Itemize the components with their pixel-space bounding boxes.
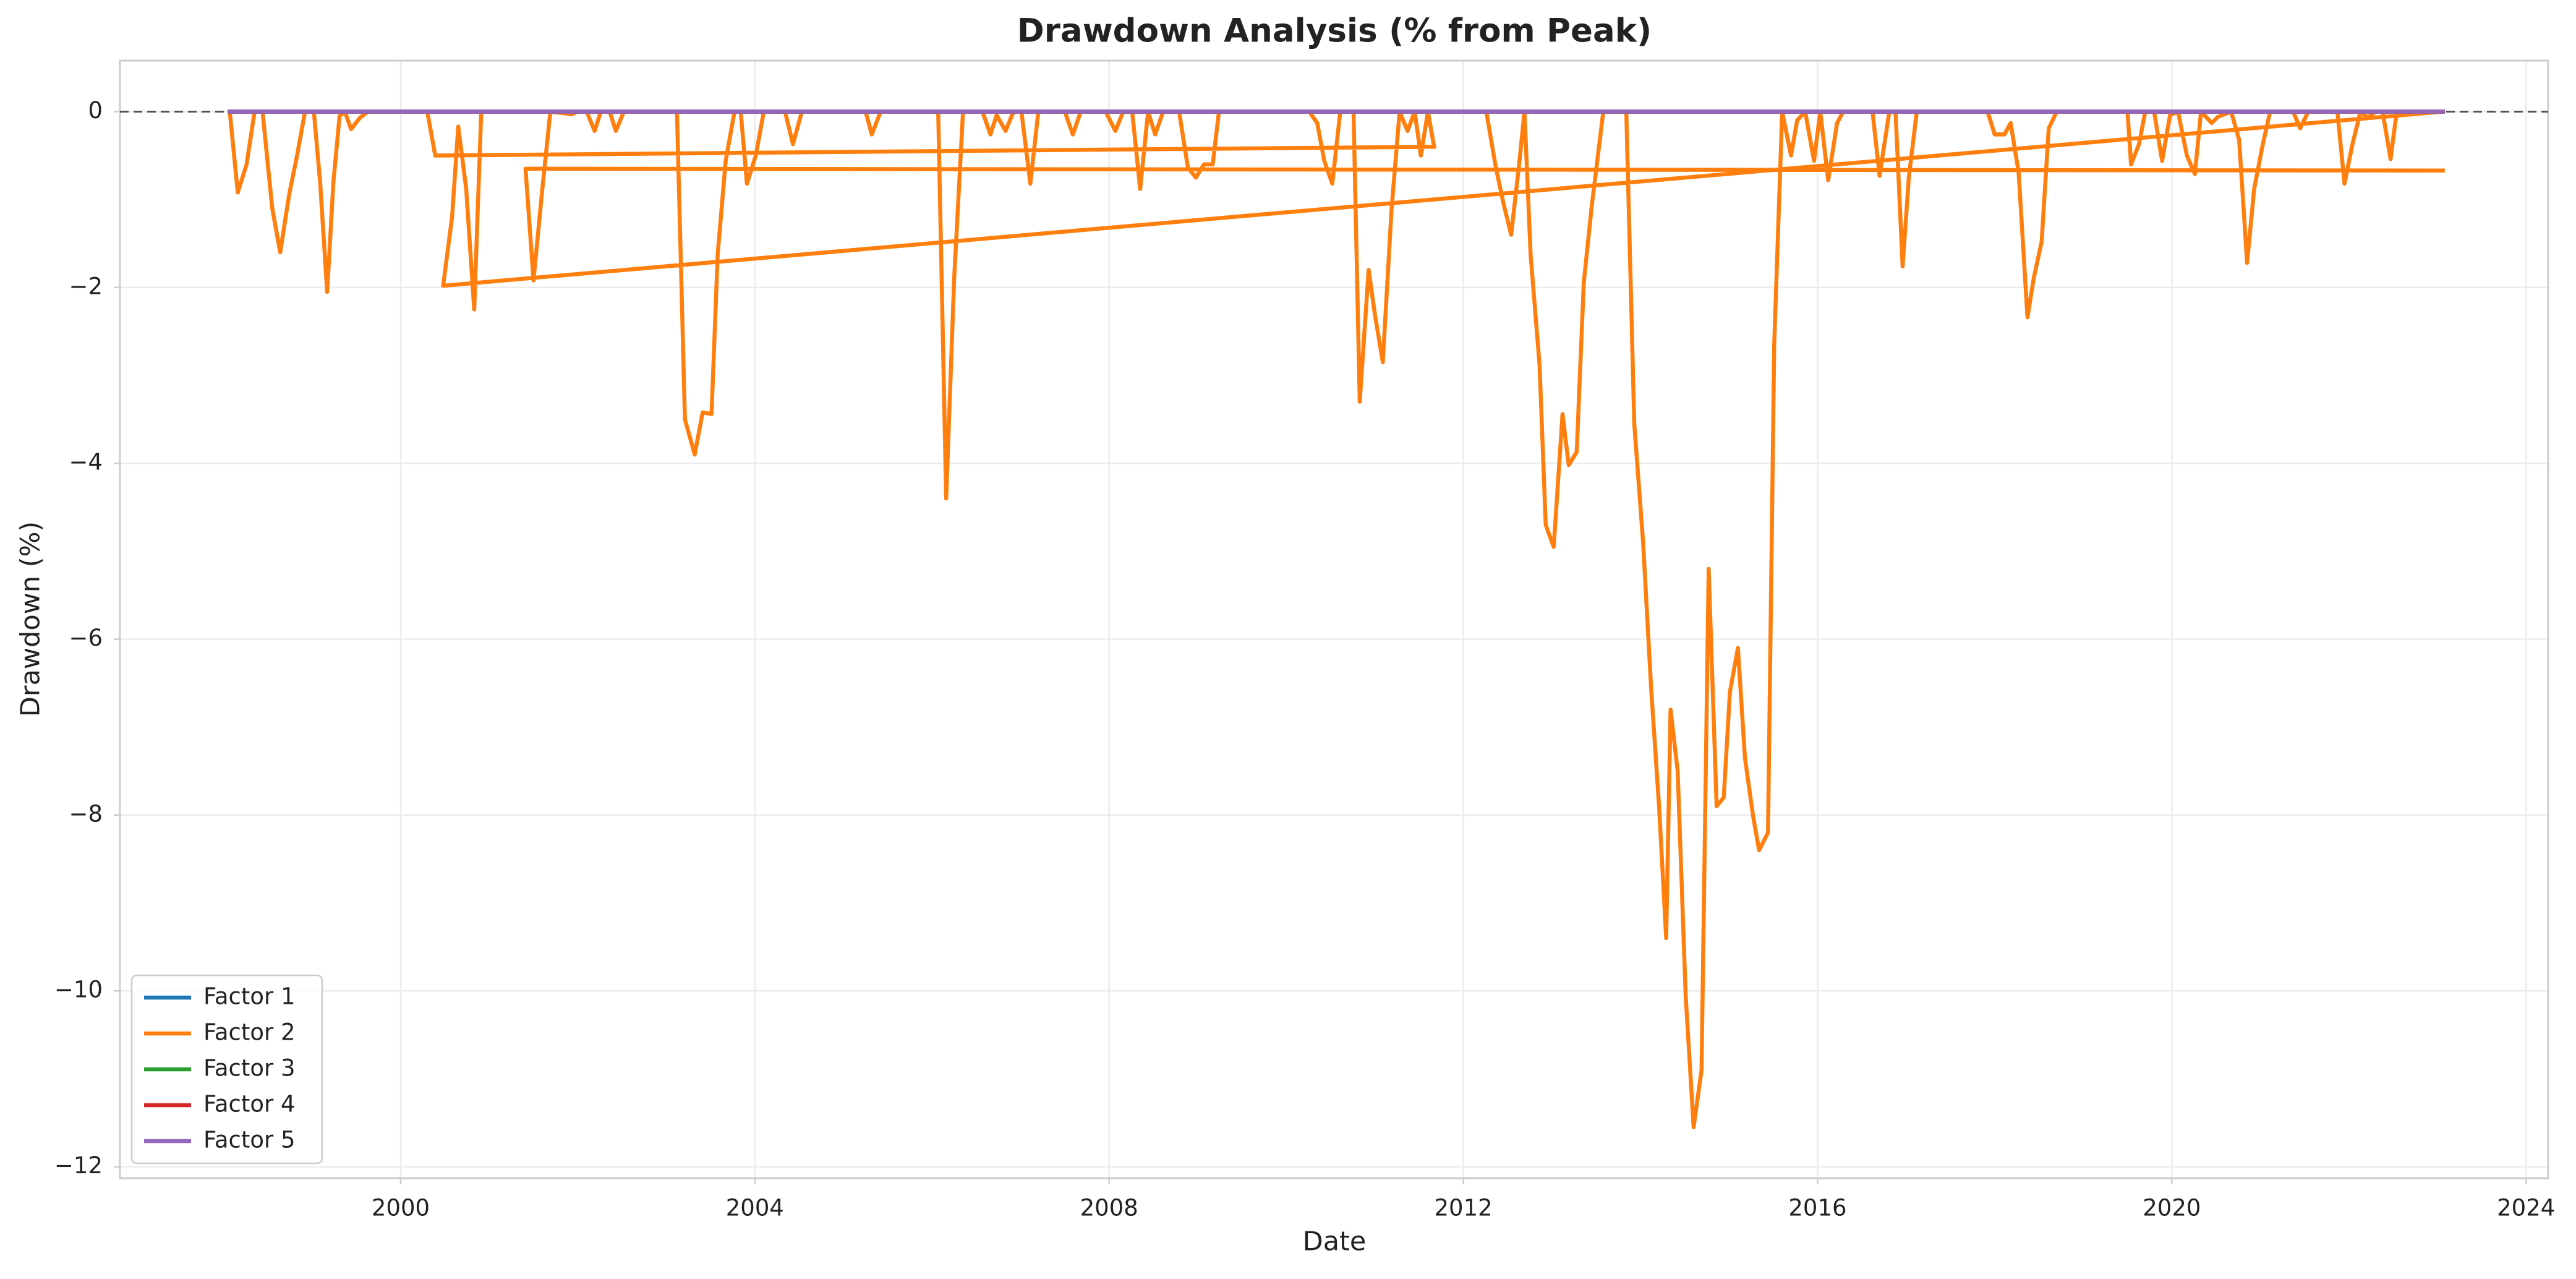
x-tick-label: 2000 (372, 1195, 430, 1221)
x-tick-label: 2024 (2497, 1195, 2555, 1221)
legend-label: Factor 1 (203, 983, 296, 1010)
legend-label: Factor 5 (203, 1127, 296, 1153)
y-axis-label: Drawdown (%) (15, 521, 46, 717)
y-tick-label: −6 (69, 625, 103, 651)
legend-label: Factor 4 (203, 1091, 296, 1118)
x-axis-label: Date (1303, 1226, 1367, 1257)
legend-label: Factor 3 (203, 1055, 296, 1082)
x-tick-label: 2012 (1435, 1195, 1493, 1221)
y-tick-label: 0 (88, 97, 103, 124)
y-tick-label: −8 (69, 800, 103, 827)
x-tick-label: 2016 (1788, 1195, 1846, 1221)
y-tick-label: −10 (54, 977, 103, 1003)
y-tick-label: −2 (69, 273, 103, 299)
chart-title: Drawdown Analysis (% from Peak) (1017, 12, 1652, 50)
legend-box (130, 974, 323, 1165)
x-tick-label: 2004 (726, 1195, 784, 1221)
x-tick-label: 2008 (1080, 1195, 1138, 1221)
y-tick-label: −12 (54, 1152, 103, 1179)
legend: Factor 1 Factor 2 Factor 3 Factor 4 Factor 5 (130, 974, 323, 1165)
plot-frame (119, 59, 2549, 1179)
y-tick-label: −4 (69, 449, 103, 476)
legend-label: Factor 2 (203, 1019, 296, 1046)
x-tick-label: 2020 (2143, 1195, 2201, 1221)
